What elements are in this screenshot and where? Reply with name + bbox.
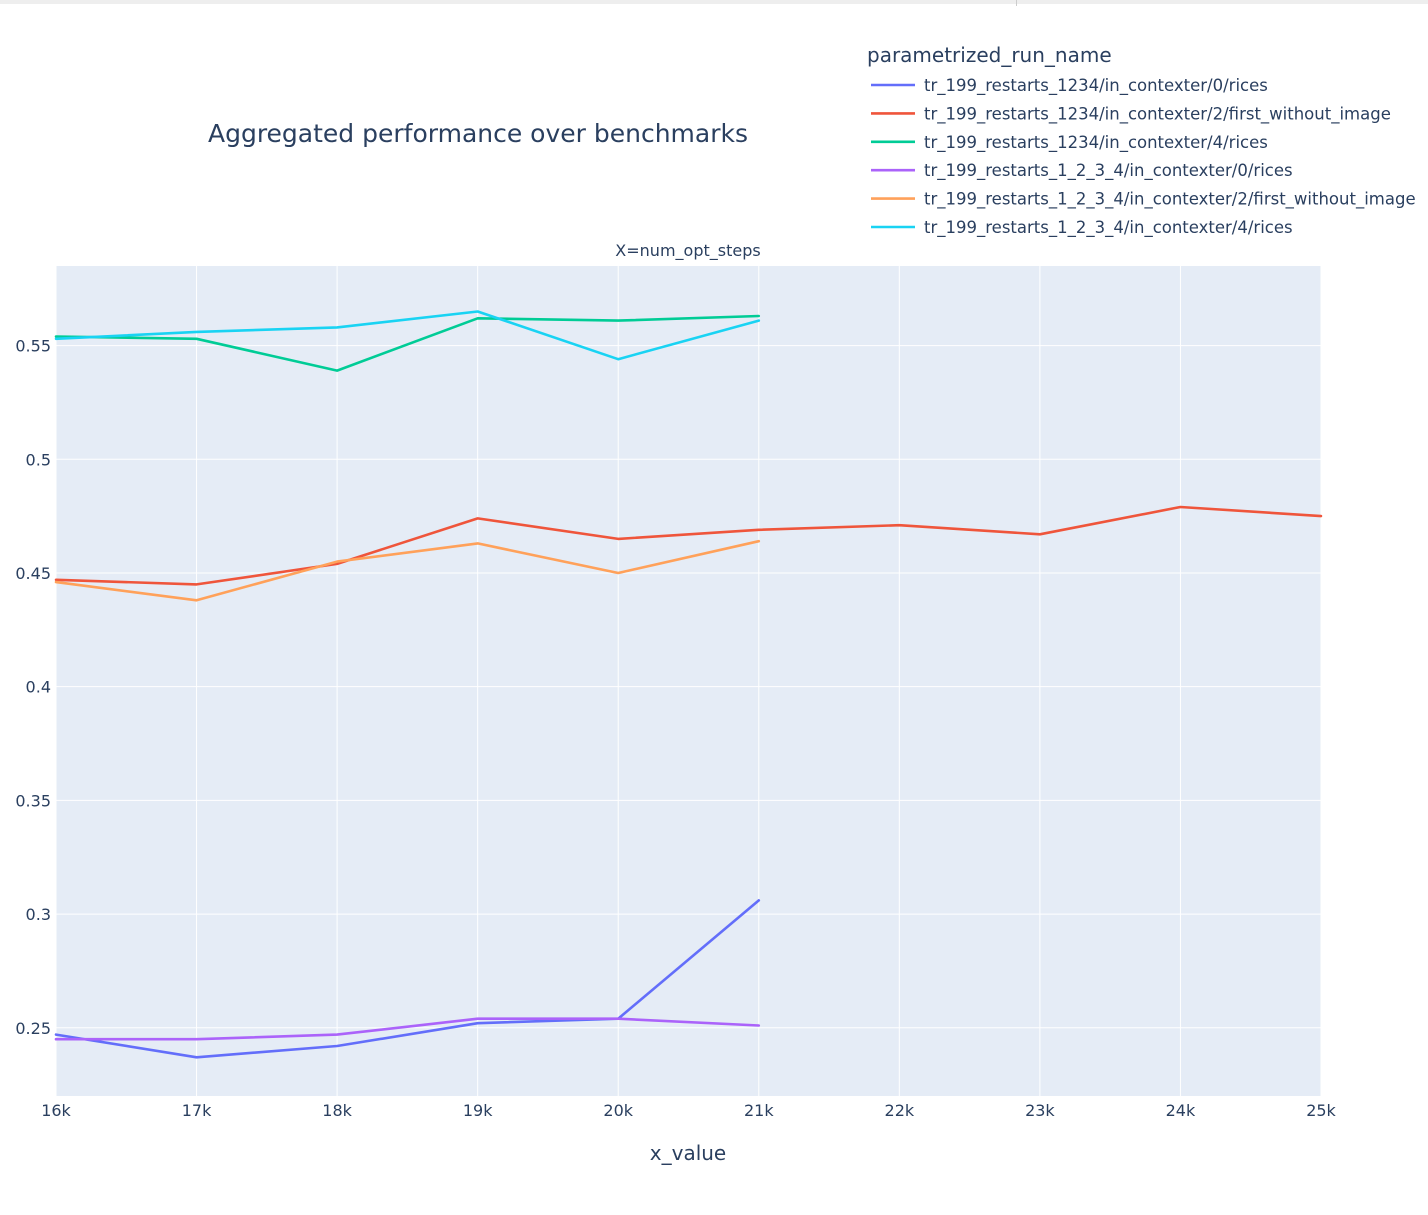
y-tick-label: 0.55 [15,337,51,356]
legend-item[interactable]: tr_199_restarts_1_2_3_4/in_contexter/2/f… [871,190,1416,210]
x-tick-label: 20k [603,1101,633,1120]
chart-title: Aggregated performance over benchmarks [208,119,748,148]
series-line-4[interactable] [54,1017,761,1041]
x-axis-ticks: 16k 17k 18k 19k 20k 21k 22k 23k 24k 25k [41,1101,1336,1120]
x-tick-label: 16k [41,1101,71,1120]
x-tick-label: 23k [1025,1101,1055,1120]
legend-title: parametrized_run_name [867,43,1112,67]
legend-item[interactable]: tr_199_restarts_1234/in_contexter/0/rice… [871,76,1268,96]
gridlines [55,266,1322,1096]
legend-item[interactable]: tr_199_restarts_1234/in_contexter/4/rice… [871,133,1268,153]
x-axis-title: x_value [650,1141,726,1165]
series-line-1[interactable] [54,899,761,1059]
legend-item[interactable]: tr_199_restarts_1234/in_contexter/2/firs… [871,104,1391,124]
facet-subtitle: X=num_opt_steps [615,241,760,261]
series-line-2[interactable] [54,505,1323,586]
x-tick-label: 19k [463,1101,493,1120]
legend-label: tr_199_restarts_1234/in_contexter/2/firs… [924,104,1391,124]
toolbar-divider [1016,0,1017,6]
y-tick-label: 0.35 [15,791,51,810]
y-tick-label: 0.25 [15,1019,51,1038]
y-tick-label: 0.45 [15,564,51,583]
legend-label: tr_199_restarts_1234/in_contexter/0/rice… [924,76,1268,96]
top-toolbar-strip [0,0,1428,4]
plot-area [56,266,1321,1096]
x-tick-label: 24k [1166,1101,1196,1120]
legend-label: tr_199_restarts_1_2_3_4/in_contexter/4/r… [924,218,1293,238]
legend-item[interactable]: tr_199_restarts_1_2_3_4/in_contexter/0/r… [871,161,1293,181]
x-tick-label: 18k [322,1101,352,1120]
legend-label: tr_199_restarts_1_2_3_4/in_contexter/0/r… [924,161,1293,181]
legend: parametrized_run_name tr_199_restarts_12… [867,43,1416,238]
series-line-3[interactable] [54,314,761,372]
y-tick-label: 0.4 [26,678,51,697]
legend-label: tr_199_restarts_1234/in_contexter/4/rice… [924,133,1268,153]
x-tick-label: 21k [744,1101,774,1120]
y-tick-label: 0.5 [26,450,51,469]
y-axis-ticks: 0.25 0.3 0.35 0.4 0.45 0.5 0.55 [15,337,51,1038]
series-line-6[interactable] [54,310,761,361]
series-lines [54,310,1323,1059]
series-line-5[interactable] [54,539,761,602]
legend-label: tr_199_restarts_1_2_3_4/in_contexter/2/f… [924,190,1416,210]
legend-item[interactable]: tr_199_restarts_1_2_3_4/in_contexter/4/r… [871,218,1293,238]
x-tick-label: 17k [182,1101,212,1120]
x-tick-label: 25k [1306,1101,1336,1120]
y-tick-label: 0.3 [26,905,51,924]
x-tick-label: 22k [885,1101,915,1120]
